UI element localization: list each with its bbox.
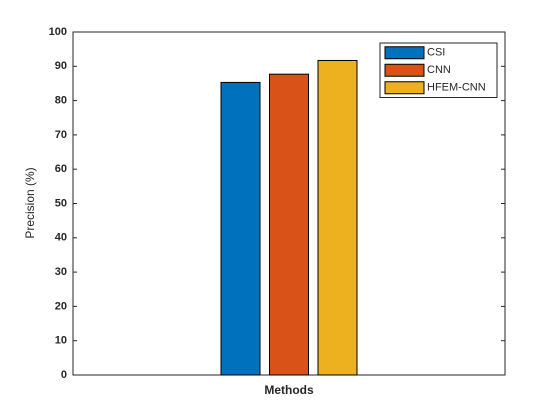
x-axis-label: Methods	[264, 383, 314, 397]
y-tick-label: 50	[55, 197, 67, 209]
bar	[220, 81, 261, 376]
legend-swatch	[384, 46, 425, 60]
y-tick-label: 20	[55, 300, 67, 312]
y-tick-label: 60	[55, 163, 67, 175]
y-tick-label: 10	[55, 335, 67, 347]
y-axis-label: Precision (%)	[23, 167, 37, 238]
y-tick-label: 80	[55, 95, 67, 107]
legend-swatch	[384, 81, 425, 95]
y-tick-label: 100	[49, 26, 67, 38]
bar	[317, 59, 358, 376]
y-tick-label: 90	[55, 60, 67, 72]
legend-swatch	[384, 63, 425, 77]
legend-label: CNN	[427, 64, 451, 76]
y-tick-label: 30	[55, 266, 67, 278]
y-tick-label: 40	[55, 232, 67, 244]
y-tick-label: 0	[61, 369, 67, 381]
y-tick-label: 70	[55, 129, 67, 141]
legend-label: HFEM-CNN	[427, 82, 486, 94]
bar	[269, 73, 309, 376]
legend-label: CSI	[427, 47, 445, 59]
